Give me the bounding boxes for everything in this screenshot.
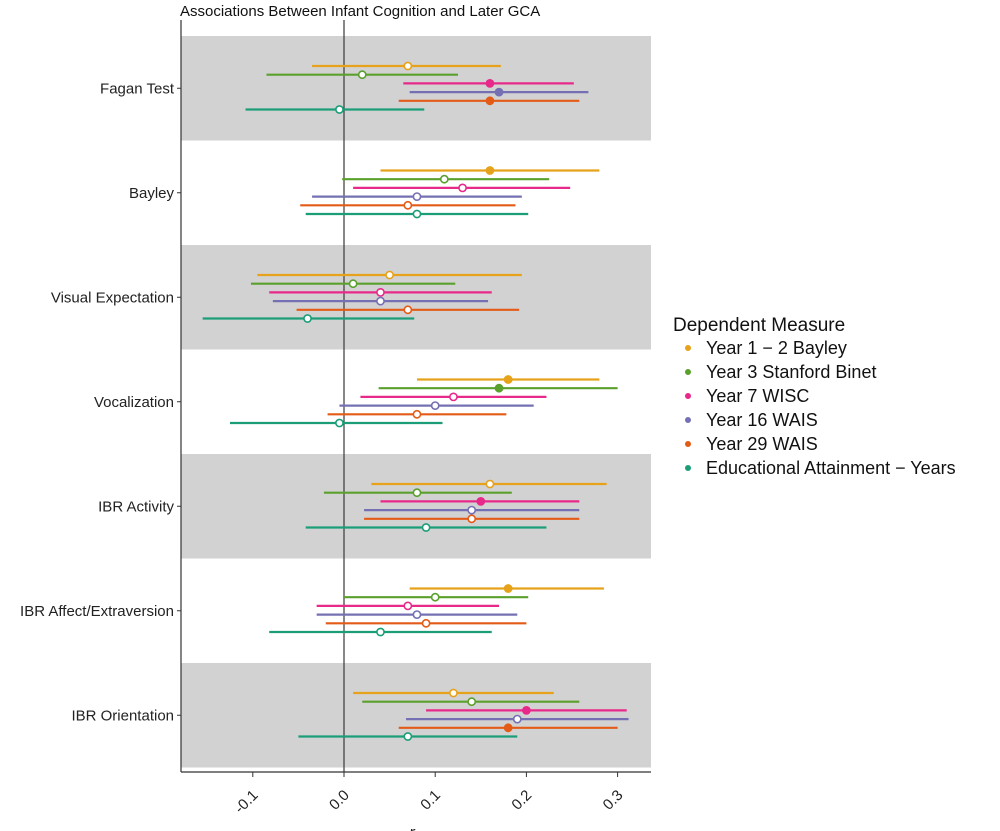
legend-label: Educational Attainment − Years <box>706 458 956 478</box>
point-estimate <box>412 610 422 619</box>
point-estimate <box>485 96 495 106</box>
category-label: Visual Expectation <box>51 289 174 306</box>
point-estimate <box>503 584 513 593</box>
point-estimate <box>503 723 513 733</box>
category-label: IBR Activity <box>98 498 174 515</box>
x-tick-label: 0.1 <box>417 787 444 814</box>
category-label: Fagan Test <box>100 80 175 97</box>
legend-swatch <box>685 465 691 471</box>
legend-label: Year 1 − 2 Bayley <box>706 338 847 358</box>
point-estimate <box>494 383 504 393</box>
point-estimate <box>430 592 440 602</box>
point-estimate <box>476 496 486 506</box>
x-tick-label: -0.1 <box>231 787 261 817</box>
category-label: Bayley <box>129 185 175 202</box>
point-estimate <box>439 174 449 184</box>
point-estimate <box>385 270 394 280</box>
point-estimate <box>458 183 467 193</box>
x-tick-label: 0.0 <box>326 787 353 814</box>
legend-swatch <box>685 417 691 423</box>
point-estimate <box>412 192 422 201</box>
point-estimate <box>357 70 367 80</box>
point-estimate <box>485 166 495 175</box>
legend-swatch <box>685 369 691 375</box>
point-estimate <box>335 105 344 114</box>
point-estimate <box>412 488 422 498</box>
category-band <box>181 454 651 559</box>
legend-label: Year 29 WAIS <box>706 434 818 454</box>
point-estimate <box>335 418 344 428</box>
point-estimate <box>494 87 504 97</box>
category-label: IBR Orientation <box>71 707 174 724</box>
point-estimate <box>421 618 431 628</box>
legend-label: Year 7 WISC <box>706 386 809 406</box>
legend-swatch <box>685 345 691 351</box>
category-label: IBR Affect/Extraversion <box>20 603 174 620</box>
point-estimate <box>512 714 522 724</box>
point-estimate <box>412 209 422 219</box>
category-band <box>181 245 651 350</box>
legend: Dependent Measure Year 1 − 2 Bayley Year … <box>673 315 956 478</box>
point-estimate <box>403 200 413 210</box>
point-estimate <box>485 479 495 489</box>
point-estimate <box>467 697 477 707</box>
point-estimate <box>467 514 477 524</box>
x-tick-label: 0.3 <box>600 787 627 814</box>
x-tick-label: 0.2 <box>508 787 535 814</box>
category-band <box>181 663 651 768</box>
point-estimate <box>376 627 385 637</box>
category-band <box>181 36 651 141</box>
point-estimate <box>449 688 458 698</box>
point-estimate <box>412 409 422 419</box>
legend-label: Year 16 WAIS <box>706 410 818 430</box>
point-estimate <box>376 296 385 306</box>
point-estimate <box>522 706 531 715</box>
legend-swatch <box>685 393 691 399</box>
axes <box>177 20 651 773</box>
legend-label: Year 3 Stanford Binet <box>706 362 876 382</box>
point-estimate <box>430 401 440 410</box>
legend-swatch <box>685 441 691 447</box>
point-estimate <box>403 732 413 741</box>
point-estimate <box>303 314 312 323</box>
category-label: Vocalization <box>94 394 174 411</box>
x-ticks: -0.1 0.0 0.1 0.2 0.3 <box>231 772 626 817</box>
category-bands <box>181 36 651 768</box>
category-labels: Fagan Test Bayley Visual Expectation Vocali… <box>20 80 175 724</box>
legend-title: Dependent Measure <box>673 315 845 336</box>
point-estimate <box>348 279 358 289</box>
point-estimate <box>485 79 495 88</box>
chart-title: Associations Between Infant Cognition an… <box>180 3 540 20</box>
point-estimate <box>403 601 413 611</box>
point-estimate <box>403 305 413 315</box>
point-estimate <box>449 392 458 402</box>
estimate-marks <box>202 61 629 741</box>
point-estimate <box>403 61 413 71</box>
point-estimate <box>421 523 431 532</box>
point-estimate <box>503 375 513 384</box>
point-estimate <box>467 505 477 515</box>
point-estimate <box>376 287 385 297</box>
x-axis-title: r <box>409 823 416 831</box>
